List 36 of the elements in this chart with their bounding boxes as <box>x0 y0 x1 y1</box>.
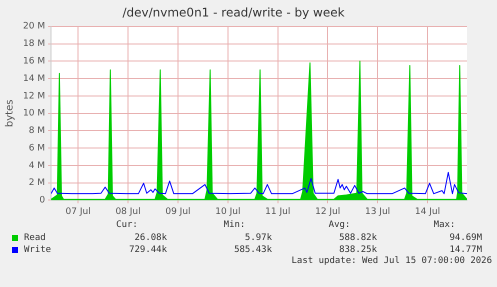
y-tick-label: 0 <box>39 196 46 206</box>
x-tick-label: 09 Jul <box>165 206 191 217</box>
y-tick-label: 8 M <box>28 126 46 136</box>
text: Min: <box>222 220 246 232</box>
x-tick-label: 14 Jul <box>414 206 440 217</box>
x-tick-label: 12 Jul <box>315 206 340 217</box>
text: 588.82k <box>338 233 378 243</box>
y-tick-label: 12 M <box>23 91 46 102</box>
y-tick-label: 10 M <box>23 108 46 119</box>
text: Cur: <box>115 220 139 232</box>
y-tick-label: 6 M <box>28 143 46 154</box>
text: 94.69M <box>448 233 483 243</box>
text: Avg: <box>328 220 352 232</box>
text: 838.25k <box>338 245 378 255</box>
text: Last update: Wed Jul 15 07:00:00 2026 <box>290 256 492 268</box>
legend-label: Write <box>24 245 52 255</box>
y-tick-label: 2 M <box>28 178 46 188</box>
y-tick-label: 4 M <box>28 160 46 171</box>
y-tick-label: 16 M <box>23 56 46 67</box>
text: 26.08k <box>133 233 168 243</box>
x-tick-label: 13 Jul <box>364 206 390 217</box>
x-tick-label: 11 Jul <box>265 206 290 217</box>
text: Max: <box>432 220 456 232</box>
x-tick-label: 10 Jul <box>215 206 240 217</box>
y-tick-label: 18 M <box>23 39 46 50</box>
text: 585.43k <box>233 245 273 255</box>
text: 5.97k <box>244 233 273 243</box>
text: 729.44k <box>128 245 168 255</box>
legend-label: Read <box>24 233 46 243</box>
y-tick-label: 14 M <box>23 74 46 84</box>
x-tick-label: 07 Jul <box>66 206 91 217</box>
text: 14.77M <box>448 245 483 255</box>
y-tick-label: 20 M <box>23 22 46 32</box>
y-axis-title: bytes <box>4 100 16 128</box>
x-tick-label: 08 Jul <box>115 206 141 217</box>
chart-title: /dev/nvme0n1 - read/write - by week <box>122 5 345 20</box>
